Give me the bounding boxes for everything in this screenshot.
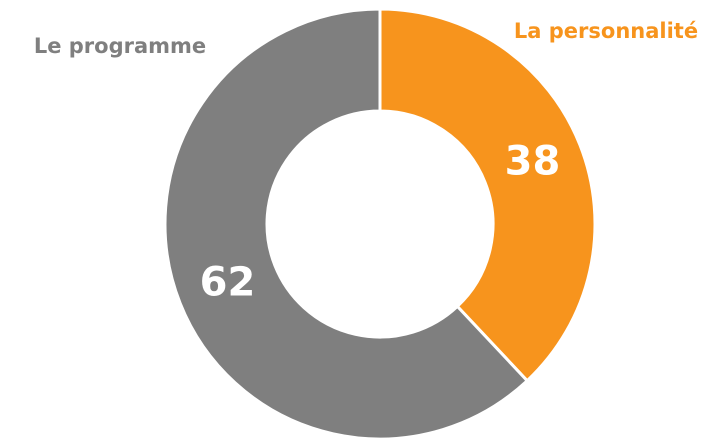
donut-slice [378,7,597,383]
category-label: La personnalité [514,19,698,43]
value-label: 38 [505,139,561,185]
category-label: Le programme [34,34,206,58]
value-label: 62 [200,259,256,305]
donut-slice [163,7,530,439]
